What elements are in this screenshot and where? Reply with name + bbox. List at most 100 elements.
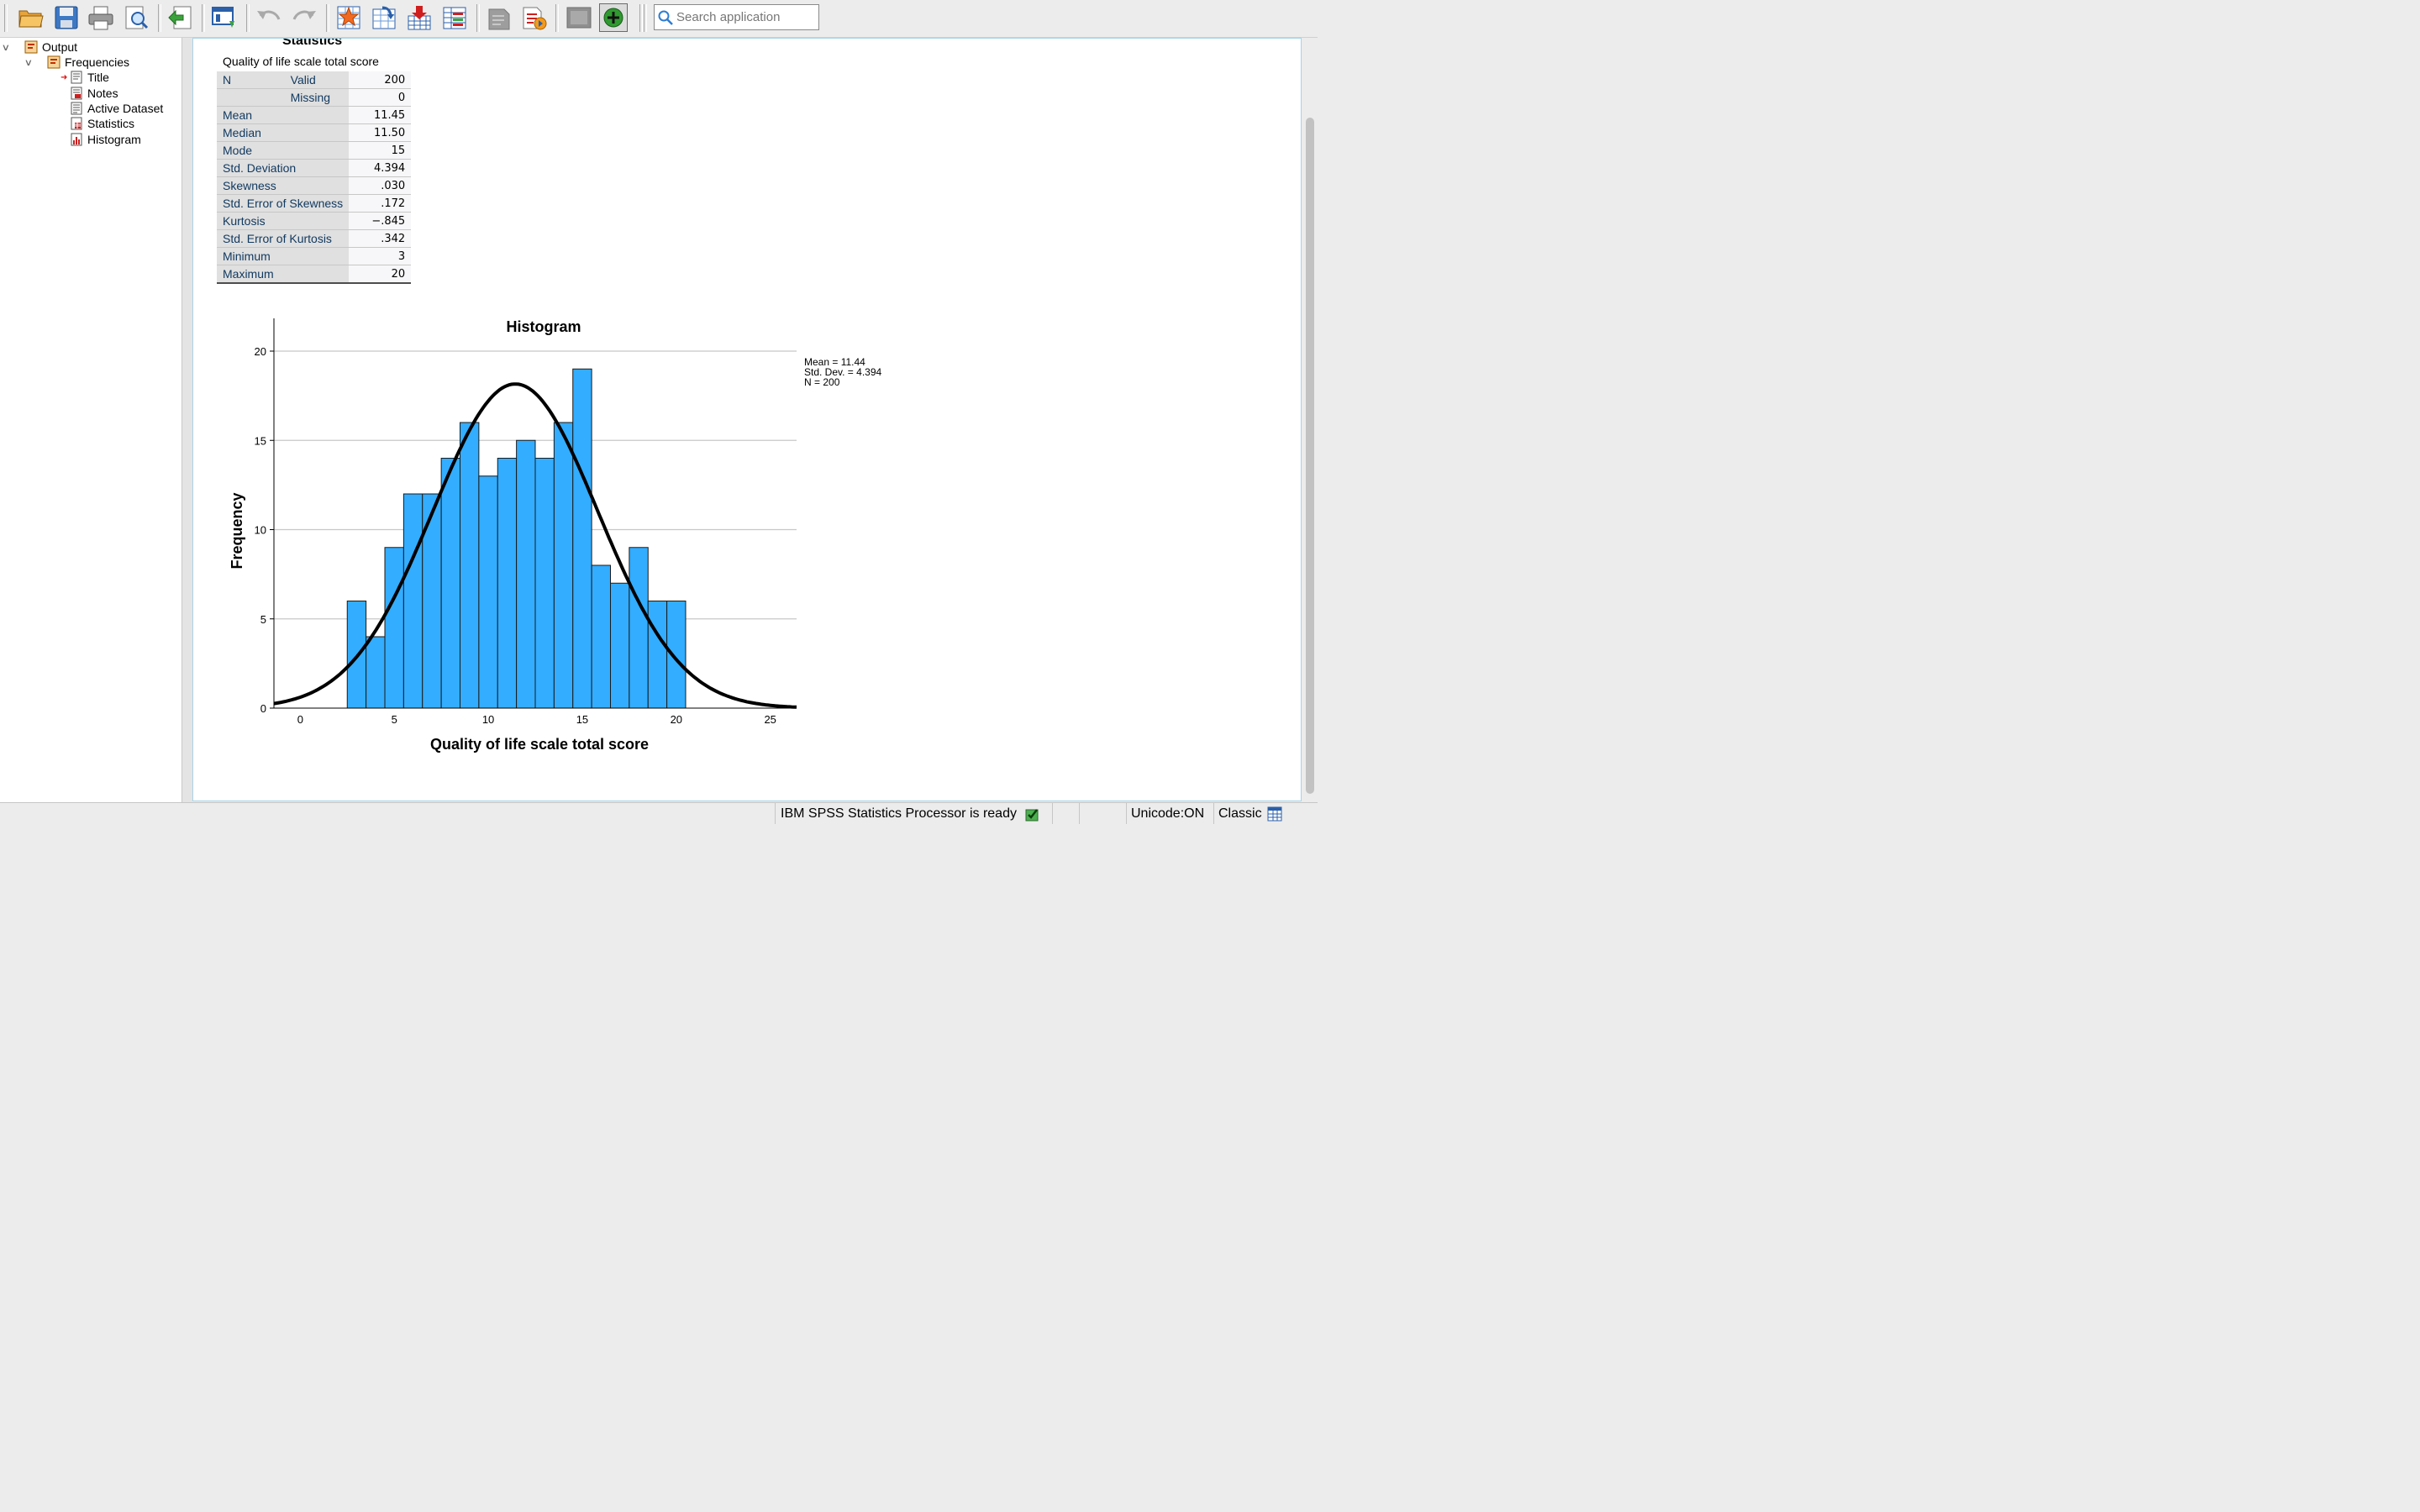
hide-icon[interactable] [565,3,593,32]
row-label-n: N [217,71,285,89]
status-cell-empty [1052,803,1076,824]
cell-value: 200 [349,71,412,89]
toolbar-separator [246,4,250,32]
outline-item-label: Frequencies [65,55,130,69]
y-tick-label: 10 [255,524,266,537]
create-title-icon[interactable] [485,3,513,32]
cell-value: 11.45 [349,106,412,124]
histogram-bar[interactable] [647,601,668,709]
open-folder-icon[interactable] [17,3,45,32]
x-tick-label: 15 [576,713,588,726]
legend-entry: Std. Dev. = 4.394 [804,366,881,378]
add-extension-icon[interactable] [599,3,628,32]
mode-status-text: Classic [1218,806,1262,821]
outline-item-title[interactable]: ➜ Title [60,70,109,85]
goto-case-icon[interactable] [370,3,398,32]
dataset-icon [69,101,84,116]
cell-value: 11.50 [349,123,412,142]
outline-item-label: Histogram [87,133,141,146]
outline-item-active-dataset[interactable]: Active Dataset [69,101,163,116]
histogram-bar[interactable] [534,458,555,709]
histogram-bar[interactable] [516,439,536,709]
chevron-down-icon[interactable]: ∨ [24,57,34,68]
x-tick-label: 0 [297,713,303,726]
outline-item-label: Output [42,40,78,54]
statistics-icon [69,116,84,131]
designate-window-icon[interactable] [520,3,549,32]
toolbar-separator [4,4,8,32]
histogram-bar[interactable] [553,422,574,709]
cell-value: 20 [349,265,412,284]
insert-variable-icon[interactable] [405,3,434,32]
toolbar-separator [202,4,205,32]
scrollbar-thumb[interactable] [1306,118,1314,794]
histogram-bar[interactable] [497,458,518,709]
histogram-bar[interactable] [591,564,611,709]
outline-item-label: Title [87,71,109,84]
row-label: Mode [217,141,350,160]
x-tick-label: 20 [671,713,682,726]
notes-icon [69,86,84,101]
search-input[interactable] [676,10,819,24]
outline-item-output[interactable]: ∨ Output [1,39,78,55]
row-label: Skewness [217,176,350,195]
cell-value: 3 [349,247,412,265]
outline-item-histogram[interactable]: Histogram [69,132,141,147]
x-axis-label: Quality of life scale total score [430,736,649,753]
unicode-status-text: Unicode:ON [1131,806,1205,821]
histogram-bar[interactable] [440,458,461,709]
y-tick-label: 20 [255,345,266,358]
y-tick-label: 15 [255,434,266,447]
histogram-bar[interactable] [629,547,649,709]
recall-dialog-icon[interactable] [210,3,239,32]
redo-icon[interactable] [290,3,318,32]
histogram-bar[interactable] [366,636,386,709]
toolbar-separator [644,4,647,32]
output-outline: ∨ Output ∨ Frequencies ➜ Title Notes Act… [0,38,182,802]
cell-value: .172 [349,194,412,213]
frequencies-icon [46,55,61,70]
table-row: Mode 15 [217,141,412,160]
export-icon[interactable] [166,3,195,32]
cell-value: 15 [349,141,412,160]
select-variables-icon[interactable] [440,3,469,32]
y-tick-label: 5 [260,613,266,626]
pane-splitter[interactable] [182,38,192,802]
print-preview-icon[interactable] [122,3,150,32]
vertical-scrollbar[interactable] [1302,38,1318,801]
search-box[interactable] [654,4,819,30]
toolbar-separator [555,4,559,32]
outline-item-frequencies[interactable]: ∨ Frequencies [24,55,130,70]
table-row: N Valid 200 [217,71,412,89]
title-icon [69,70,84,85]
output-viewer-content: Statistics Quality of life scale total s… [192,38,1302,801]
row-label: Minimum [217,247,350,265]
outline-item-notes[interactable]: Notes [69,86,118,101]
histogram-bar[interactable] [609,582,630,709]
save-icon[interactable] [52,3,81,32]
goto-data-icon[interactable] [334,3,363,32]
undo-icon[interactable] [255,3,283,32]
x-tick-label: 25 [764,713,776,726]
row-label: Std. Error of Kurtosis [217,229,350,248]
statistics-table[interactable]: N Valid 200 Missing 0 Mean 11.45 Median … [217,71,412,284]
histogram-bar[interactable] [572,368,592,709]
current-item-arrow-icon: ➜ [60,72,68,82]
histogram-bar[interactable] [478,475,498,709]
cell-value: 4.394 [349,159,412,177]
print-icon[interactable] [87,3,115,32]
row-label: Mean [217,106,350,124]
status-cell-empty [1079,803,1127,824]
outline-item-statistics[interactable]: Statistics [69,116,134,131]
legend-entry: N = 200 [804,376,840,388]
histogram-icon [69,132,84,147]
histogram-bar[interactable] [666,601,687,709]
histogram-bar[interactable] [384,547,404,709]
histogram-bar[interactable] [460,422,480,709]
toolbar-separator [326,4,329,32]
chevron-down-icon[interactable]: ∨ [1,42,11,53]
mode-status[interactable]: Classic [1213,803,1318,824]
x-tick-label: 10 [482,713,494,726]
histogram-bar[interactable] [402,493,424,709]
